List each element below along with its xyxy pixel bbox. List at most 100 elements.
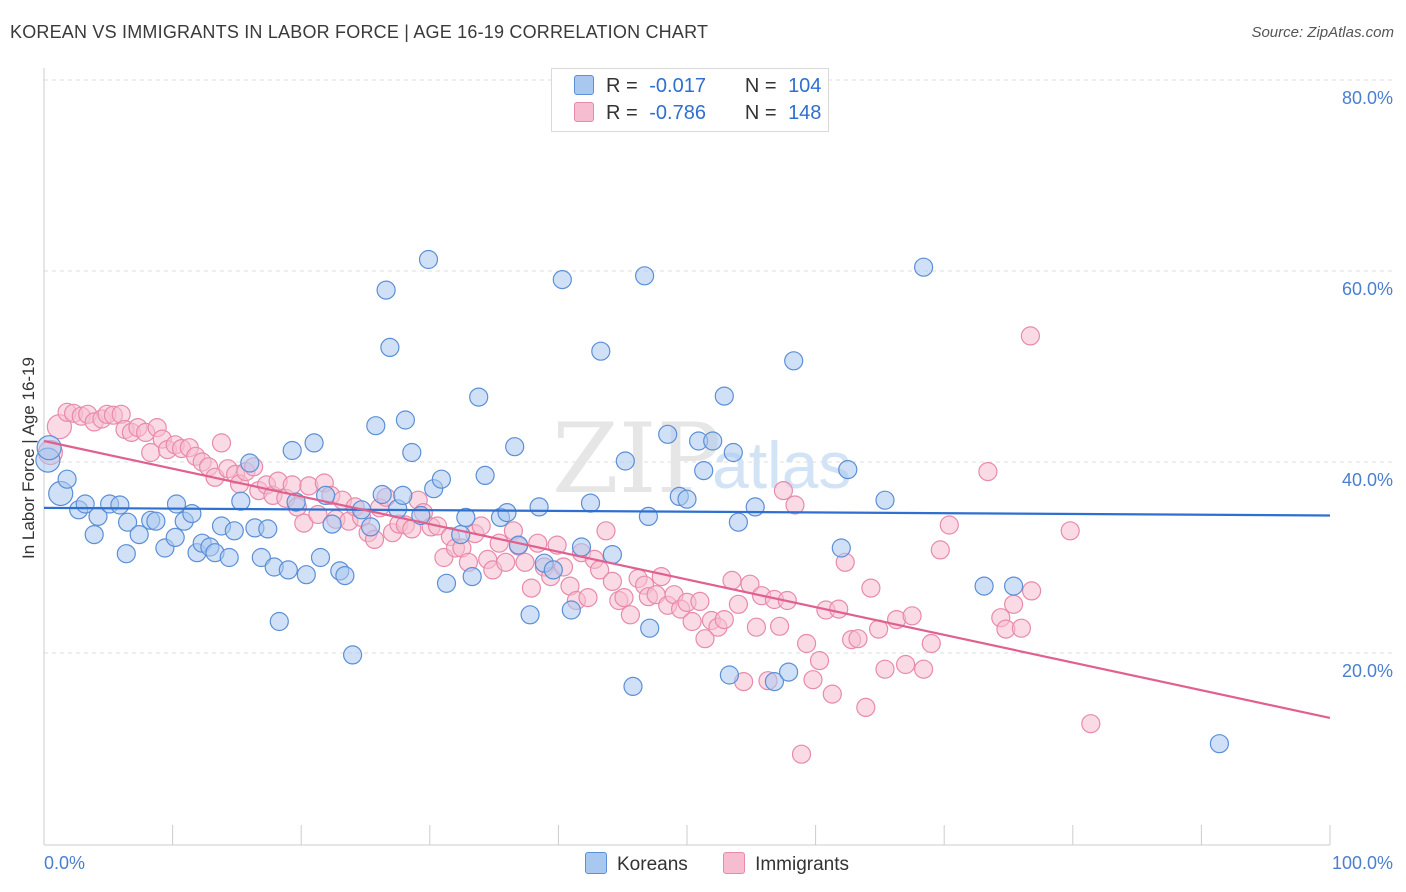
- immigrants-point: [651, 566, 671, 587]
- immigrants-point: [930, 540, 950, 560]
- koreans-point: [182, 503, 202, 524]
- immigrants-point: [785, 495, 805, 515]
- immigrants-swatch: [574, 102, 594, 122]
- immigrants-point: [856, 697, 876, 718]
- immigrants-point: [822, 684, 842, 704]
- koreans-point: [361, 517, 381, 537]
- legend-r-label-immigrants: R =: [606, 102, 638, 124]
- immigrants-trend-line: [43, 439, 1331, 720]
- immigrants-point: [769, 616, 790, 636]
- immigrants-point: [714, 609, 734, 630]
- immigrants-point: [895, 654, 916, 675]
- immigrants-point: [596, 521, 616, 541]
- correlation-legend: R = -0.017 N = 104 R = -0.786 N = 148: [551, 68, 829, 132]
- y-axis-label: In Labor Force | Age 16-19: [19, 357, 38, 559]
- koreans-point: [561, 600, 581, 620]
- immigrants-point: [796, 633, 817, 654]
- koreans-point: [974, 576, 994, 596]
- immigrants-point: [515, 552, 535, 572]
- immigrants-point: [728, 594, 749, 614]
- legend-r-value-immigrants: -0.786: [649, 102, 706, 124]
- immigrants-point: [1060, 521, 1080, 541]
- immigrants-point: [809, 650, 830, 671]
- series-legend-immigrants[interactable]: Immigrants: [723, 852, 849, 876]
- koreans-point: [913, 257, 934, 277]
- immigrants-legend-swatch: [723, 852, 746, 874]
- koreans-trend-line: [43, 506, 1331, 517]
- koreans-point: [571, 537, 592, 557]
- legend-n-value-immigrants: 148: [788, 102, 822, 124]
- koreans-point: [520, 605, 540, 625]
- koreans-points: [35, 249, 1230, 754]
- legend-r-label-koreans: R =: [606, 75, 638, 97]
- koreans-point: [658, 424, 678, 444]
- series-legend-koreans[interactable]: Koreans: [585, 852, 688, 876]
- immigrants-point: [1011, 618, 1032, 638]
- immigrants-point: [294, 513, 314, 533]
- koreans-point: [623, 676, 643, 697]
- koreans-point: [764, 671, 785, 692]
- immigrants-point: [521, 578, 542, 598]
- koreans-point: [110, 495, 130, 515]
- koreans-point: [36, 435, 62, 461]
- koreans-point: [219, 547, 239, 568]
- immigrants-point: [861, 578, 881, 598]
- immigrants-point: [682, 611, 702, 632]
- koreans-point: [296, 565, 316, 585]
- koreans-point: [703, 431, 723, 451]
- chart-title: KOREAN VS IMMIGRANTS IN LABOR FORCE | AG…: [10, 22, 709, 42]
- immigrants-point: [614, 587, 634, 608]
- koreans-point: [372, 484, 392, 505]
- koreans-point: [431, 469, 451, 489]
- koreans-point: [393, 485, 413, 505]
- legend-n-value-koreans: 104: [788, 75, 822, 97]
- koreans-point: [269, 611, 289, 632]
- koreans-point: [505, 437, 525, 457]
- immigrants-point: [1003, 594, 1024, 614]
- koreans-point: [165, 527, 185, 548]
- x-tick-label-max: 100.0%: [1332, 853, 1393, 873]
- koreans-point: [57, 469, 77, 489]
- immigrants-point: [578, 587, 598, 608]
- koreans-point: [875, 490, 895, 510]
- immigrants-point: [211, 433, 232, 453]
- immigrants-point: [791, 744, 812, 764]
- koreans-legend-swatch: [585, 852, 607, 874]
- koreans-point: [231, 491, 251, 511]
- koreans-point: [838, 460, 858, 480]
- koreans-point: [615, 451, 635, 471]
- koreans-point: [343, 645, 363, 665]
- legend-r-value-koreans: -0.017: [649, 75, 706, 97]
- immigrants-point: [848, 629, 868, 649]
- koreans-point: [714, 386, 734, 406]
- trend-lines: [43, 439, 1331, 720]
- koreans-point: [591, 341, 611, 361]
- koreans-point: [640, 618, 660, 638]
- koreans-point: [129, 524, 149, 545]
- koreans-point: [552, 270, 572, 290]
- koreans-point: [778, 662, 799, 682]
- immigrants-points: [37, 326, 1101, 764]
- y-tick-labels: 20.0% 40.0% 60.0% 80.0%: [1342, 88, 1393, 681]
- koreans-point: [497, 502, 517, 523]
- y-tick-label: 80.0%: [1342, 88, 1393, 108]
- immigrants-point: [1020, 326, 1041, 346]
- immigrants-point: [921, 633, 941, 654]
- y-tick-label: 20.0%: [1342, 661, 1393, 681]
- koreans-point: [322, 514, 342, 534]
- koreans-point: [723, 442, 743, 463]
- koreans-point: [469, 387, 489, 407]
- immigrants-point: [939, 515, 959, 535]
- koreans-point: [84, 524, 104, 545]
- legend-row-koreans: R = -0.017 N = 104: [574, 75, 821, 99]
- koreans-point: [456, 507, 476, 528]
- immigrants-point: [602, 571, 623, 592]
- immigrants-point: [803, 670, 823, 690]
- legend-row-immigrants: R = -0.786 N = 148: [574, 102, 821, 126]
- koreans-point: [395, 410, 415, 430]
- immigrants-point: [829, 599, 849, 619]
- immigrants-point: [1021, 581, 1042, 601]
- koreans-point: [258, 519, 278, 539]
- grid-lines: [44, 79, 1392, 654]
